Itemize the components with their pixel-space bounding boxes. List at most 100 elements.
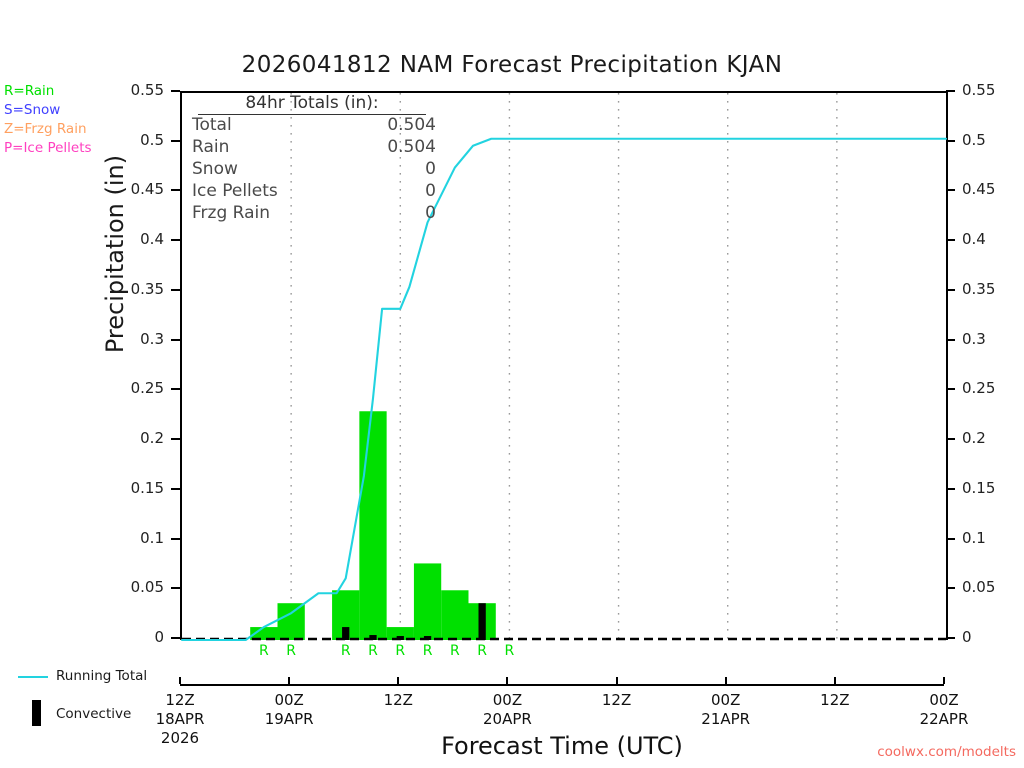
y-tick-mark-left (171, 438, 180, 441)
ptype-label: R (341, 643, 351, 659)
y-tick-label-right: 0.25 (962, 379, 996, 398)
x-tick-date-label: 20APR (483, 710, 532, 728)
totals-row: Total 0.504 (192, 115, 436, 137)
ptype-label: R (259, 643, 269, 659)
y-tick-mark-left (171, 487, 180, 490)
totals-row-label: Total (192, 115, 232, 135)
y-tick-mark-right (946, 388, 955, 391)
y-tick-label-left: 0.3 (140, 329, 164, 348)
y-tick-label-right: 0.55 (962, 81, 996, 99)
watermark-link[interactable]: coolwx.com/modelts (877, 744, 1016, 760)
totals-row-value: 0 (425, 203, 436, 223)
y-tick-mark-right (946, 537, 955, 540)
y-tick-label-right: 0.35 (962, 279, 996, 298)
y-tick-mark-left (171, 587, 180, 590)
x-tick-mark (506, 677, 509, 684)
totals-summary-box: 84hr Totals (in): Total 0.504 Rain 0.504 Sno… (192, 93, 436, 225)
ptype-label: R (505, 643, 515, 659)
precip-type-legend-item: R=Rain (4, 83, 55, 99)
x-tick-mark (943, 677, 945, 684)
y-tick-mark-left (171, 637, 180, 639)
x-tick-time-label: 00Z (492, 691, 523, 709)
y-tick-mark-right (946, 338, 955, 341)
convective-bar (342, 627, 350, 640)
chart-key-item: Running Total (8, 664, 173, 700)
x-tick-mark (833, 677, 836, 684)
totals-row-value: 0.504 (387, 115, 436, 135)
totals-row-value: 0 (425, 159, 436, 179)
y-tick-label-left: 0 (154, 628, 164, 646)
x-tick-time-label: 12Z (165, 691, 195, 709)
y-tick-mark-left (171, 537, 180, 540)
ptype-label: R (450, 643, 460, 659)
running-total-line-swatch (18, 676, 48, 678)
y-tick-mark-right (946, 587, 955, 590)
y-tick-label-left: 0.55 (130, 81, 164, 99)
y-tick-label-left: 0.5 (140, 130, 164, 149)
precip-type-legend-item: Z=Frzg Rain (4, 121, 87, 137)
page-title: 2026041812 NAM Forecast Precipitation KJ… (241, 52, 783, 78)
y-tick-label-right: 0.4 (962, 230, 986, 249)
totals-row: Ice Pellets 0 (192, 181, 436, 203)
ptype-label: R (423, 643, 433, 659)
totals-row-value: 0.504 (387, 137, 436, 157)
y-tick-label-right: 0.45 (962, 180, 996, 199)
totals-row-label: Snow (192, 159, 238, 179)
totals-row: Snow 0 (192, 159, 436, 181)
y-tick-label-right: 0.3 (962, 329, 986, 348)
y-tick-mark-left (171, 239, 180, 242)
x-tick-mark (724, 677, 727, 684)
y-tick-label-right: 0.1 (962, 528, 986, 547)
y-tick-mark-left (171, 189, 180, 192)
y-tick-mark-right (946, 288, 955, 291)
x-tick-time-label: 12Z (601, 691, 632, 709)
totals-row-label: Ice Pellets (192, 181, 278, 201)
totals-row: Frzg Rain 0 (192, 203, 436, 225)
chart-key: Running Total Convective (8, 664, 173, 736)
ptype-label: R (395, 643, 405, 659)
y-tick-mark-right (946, 487, 955, 490)
y-tick-label-right: 0 (962, 628, 972, 646)
ptype-label: R (368, 643, 378, 659)
convective-bar-swatch (32, 700, 41, 726)
precip-type-legend-item: S=Snow (4, 102, 61, 118)
y-tick-label-left: 0.05 (130, 578, 164, 597)
totals-heading: 84hr Totals (in): (198, 93, 426, 115)
y-tick-label-right: 0.2 (962, 429, 986, 448)
x-tick-date-label: 21APR (701, 710, 751, 728)
y-tick-mark-right (946, 90, 955, 92)
x-tick-date-label: 22APR (919, 710, 969, 728)
y-tick-label-left: 0.45 (130, 180, 164, 199)
y-tick-mark-right (946, 139, 955, 142)
y-tick-mark-left (171, 288, 180, 291)
precip-bar (359, 411, 387, 640)
totals-row-value: 0 (425, 181, 436, 201)
totals-rows: Total 0.504 Rain 0.504 Snow 0 Ice Pellets 0 Frzg… (192, 115, 436, 225)
x-tick-mark (288, 677, 291, 684)
convective-bar (369, 635, 377, 640)
y-tick-mark-right (946, 239, 955, 242)
totals-row: Rain 0.504 (192, 137, 436, 159)
y-tick-mark-right (946, 438, 955, 441)
precip-bar (386, 627, 414, 640)
x-tick-time-label: 00Z (274, 691, 304, 709)
x-tick-time-label: 12Z (820, 691, 850, 709)
ptype-label: R (286, 643, 296, 659)
y-tick-label-right: 0.15 (962, 478, 996, 497)
x-tick-mark (615, 677, 618, 684)
x-axis-line (180, 684, 944, 686)
totals-row-label: Rain (192, 137, 230, 157)
totals-row-label: Frzg Rain (192, 203, 271, 223)
y-tick-mark-right (946, 189, 955, 192)
chart-key-item: Convective (8, 700, 173, 736)
chart-key-label: Running Total (56, 668, 148, 684)
chart-key-label: Convective (56, 706, 132, 722)
y-tick-mark-left (171, 90, 180, 92)
y-tick-label-left: 0.1 (140, 528, 164, 547)
precip-type-legend: R=Rain S=Snow Z=Frzg Rain P=Ice Pellets (4, 82, 144, 158)
precip-bar (250, 627, 278, 640)
x-tick-time-label: 00Z (929, 691, 959, 709)
y-tick-label-right: 0.5 (962, 130, 986, 149)
